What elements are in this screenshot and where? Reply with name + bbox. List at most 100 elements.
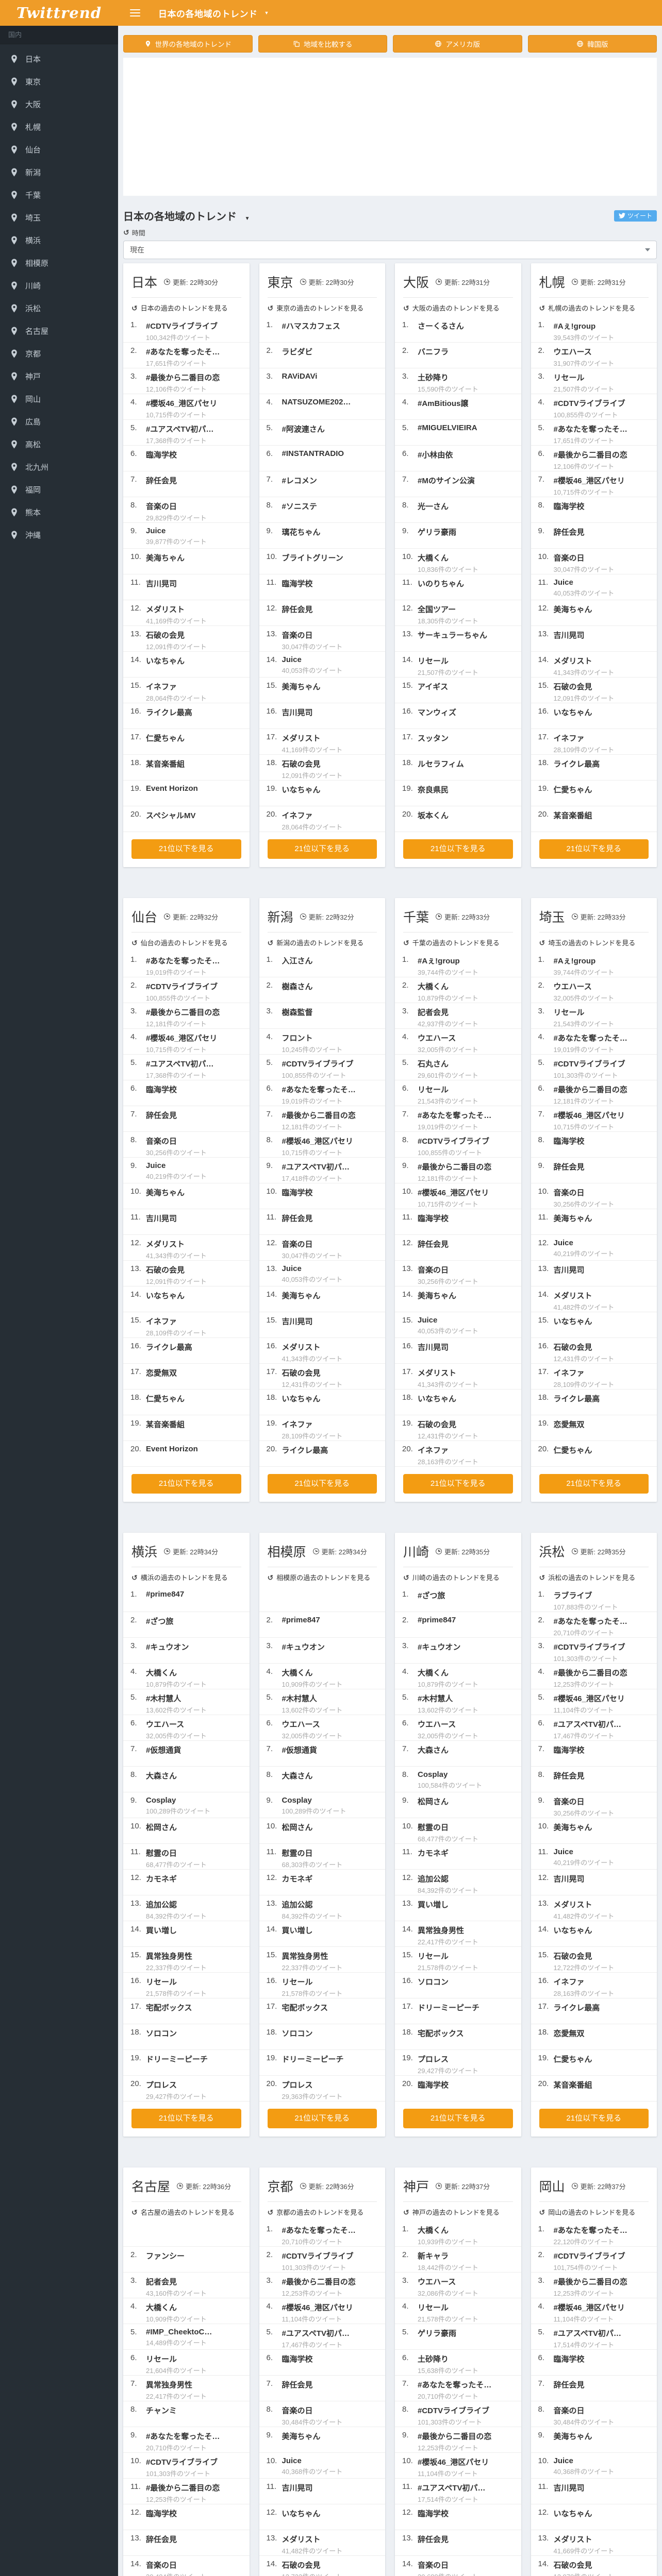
trend-link[interactable]: #最後から二番目の恋 bbox=[282, 2278, 356, 2286]
trend-link[interactable]: #CDTVライブライブ bbox=[282, 1060, 354, 1069]
trend-link[interactable]: 記者会見 bbox=[146, 2278, 177, 2286]
trend-link[interactable]: 樹森さん bbox=[282, 982, 313, 991]
trend-link[interactable]: #Aぇ!group bbox=[418, 957, 460, 965]
trend-link[interactable]: 大橋くん bbox=[146, 1669, 177, 1677]
trend-link[interactable]: 音楽の日 bbox=[553, 1189, 585, 1197]
trend-link[interactable]: ブライトグリーン bbox=[282, 554, 343, 563]
past-trends-link[interactable]: ↺ 日本の過去のトレンドを見る bbox=[123, 298, 250, 315]
trend-link[interactable]: イネファ bbox=[553, 1978, 585, 1987]
trend-link[interactable]: #CDTVライブライブ bbox=[146, 982, 218, 991]
trend-link[interactable]: リセール bbox=[146, 1978, 177, 1987]
trend-link[interactable]: 臨海学校 bbox=[146, 1086, 177, 1094]
trend-link[interactable]: #あなたを奪ったそ… bbox=[146, 2432, 220, 2441]
past-trends-link[interactable]: ↺ 相模原の過去のトレンドを見る bbox=[259, 1567, 386, 1584]
trend-link[interactable]: 美海ちゃん bbox=[282, 1292, 321, 1300]
trend-link[interactable]: 大橋くん bbox=[418, 554, 449, 563]
trend-link[interactable]: 美海ちゃん bbox=[553, 605, 592, 614]
trend-link[interactable]: 仁愛ちゃん bbox=[146, 734, 185, 743]
trend-link[interactable]: 辞任会見 bbox=[553, 528, 585, 537]
trend-link[interactable]: いのりちゃん bbox=[418, 580, 465, 588]
trend-link[interactable]: 辞任会見 bbox=[553, 2381, 585, 2389]
trend-link[interactable]: #ユアスペTV初パ… bbox=[282, 1163, 350, 1172]
trend-link[interactable]: 記者会見 bbox=[418, 1008, 449, 1017]
trend-link[interactable]: プロレス bbox=[146, 2081, 177, 2090]
trend-link[interactable]: リセール bbox=[553, 374, 585, 382]
trend-link[interactable]: ルセラフィム bbox=[418, 760, 464, 769]
trend-link[interactable]: 大橋くん bbox=[418, 982, 449, 991]
trend-link[interactable]: リセール bbox=[282, 1978, 313, 1987]
trend-link[interactable]: メダリスト bbox=[146, 1240, 185, 1249]
trend-link[interactable]: メダリスト bbox=[282, 2535, 321, 2544]
trend-link[interactable]: 追加公認 bbox=[146, 1901, 177, 1909]
trend-link[interactable]: 音楽の日 bbox=[146, 2561, 177, 2570]
trend-link[interactable]: 吉川晃司 bbox=[553, 1875, 585, 1884]
trend-link[interactable]: #櫻坂46_港区パセリ bbox=[282, 2303, 353, 2312]
sidebar-item-日本[interactable]: 日本 bbox=[0, 47, 118, 70]
trend-link[interactable]: Juice bbox=[553, 1848, 573, 1856]
trend-link[interactable]: アイギス bbox=[418, 683, 449, 691]
trend-link[interactable]: Event Horizon bbox=[146, 784, 198, 793]
trend-link[interactable]: #櫻坂46_港区パセリ bbox=[146, 1034, 218, 1043]
trend-link[interactable]: Cosplay bbox=[282, 1796, 312, 1805]
trend-link[interactable]: 吉川晃司 bbox=[282, 1317, 313, 1326]
sidebar-item-岡山[interactable]: 岡山 bbox=[0, 387, 118, 410]
trend-link[interactable]: #最後から二番目の恋 bbox=[553, 2278, 627, 2286]
trend-link[interactable]: 臨海学校 bbox=[282, 2355, 313, 2364]
trend-link[interactable]: #ユアスペTV初パ… bbox=[553, 2329, 621, 2338]
trend-link[interactable]: #prime847 bbox=[146, 1590, 185, 1599]
sidebar-item-大阪[interactable]: 大阪 bbox=[0, 93, 118, 115]
trend-link[interactable]: ライクレ最高 bbox=[282, 1446, 328, 1455]
trend-link[interactable]: ライクレ最高 bbox=[146, 1343, 192, 1352]
trend-link[interactable]: ライクレ最高 bbox=[553, 760, 600, 769]
trend-link[interactable]: イネファ bbox=[282, 811, 313, 820]
top-button[interactable]: 韓国版 bbox=[527, 35, 657, 53]
trend-link[interactable]: #ユアスペTV初パ… bbox=[146, 1060, 214, 1069]
trend-link[interactable]: いなちゃん bbox=[553, 1317, 592, 1326]
hamburger-menu-icon[interactable] bbox=[130, 7, 140, 19]
trend-link[interactable]: 恋愛無双 bbox=[553, 1420, 585, 1429]
trend-link[interactable]: ウエハース bbox=[553, 982, 592, 991]
trend-link[interactable]: #あなたを奪ったそ… bbox=[146, 957, 220, 965]
trend-link[interactable]: Juice bbox=[282, 2456, 302, 2465]
trend-link[interactable]: #CDTVライブライブ bbox=[553, 1060, 625, 1069]
trend-link[interactable]: 音楽の日 bbox=[553, 2406, 585, 2415]
trend-link[interactable]: #あなたを奪ったそ… bbox=[282, 1086, 356, 1094]
trend-link[interactable]: 辞任会見 bbox=[418, 1240, 449, 1249]
trend-link[interactable]: 石破の会見 bbox=[553, 683, 592, 691]
trend-link[interactable]: 石破の会見 bbox=[282, 1369, 321, 1378]
trend-link[interactable]: 辞任会見 bbox=[282, 605, 313, 614]
trend-link[interactable]: ドリーミーピーチ bbox=[282, 2055, 344, 2064]
see-below-21-button[interactable]: 21位以下を見る bbox=[267, 1474, 377, 1494]
top-button[interactable]: 世界の各地域のトレンド bbox=[123, 35, 253, 53]
trend-link[interactable]: 吉川晃司 bbox=[418, 1343, 449, 1352]
sidebar-item-広島[interactable]: 広島 bbox=[0, 410, 118, 433]
trend-link[interactable]: 土砂降り bbox=[418, 374, 449, 382]
past-trends-link[interactable]: ↺ 札幌の過去のトレンドを見る bbox=[531, 298, 657, 315]
trend-link[interactable]: 臨海学校 bbox=[418, 2081, 449, 2090]
see-below-21-button[interactable]: 21位以下を見る bbox=[131, 1474, 241, 1494]
trend-link[interactable]: バニフラ bbox=[418, 348, 449, 357]
trend-link[interactable]: #ユアスペTV初パ… bbox=[418, 2484, 486, 2493]
trend-link[interactable]: 某音楽番組 bbox=[146, 1420, 185, 1429]
trend-link[interactable]: #Aぇ!group bbox=[553, 322, 596, 331]
sidebar-item-名古屋[interactable]: 名古屋 bbox=[0, 319, 118, 342]
trend-link[interactable]: 買い増し bbox=[418, 1901, 449, 1909]
trend-link[interactable]: 石破の会見 bbox=[418, 1420, 457, 1429]
trend-link[interactable]: 美海ちゃん bbox=[146, 554, 185, 563]
trend-link[interactable]: 臨海学校 bbox=[146, 451, 177, 460]
trend-link[interactable]: #CDTVライブライブ bbox=[553, 399, 625, 408]
trend-link[interactable]: 大橋くん bbox=[418, 1669, 449, 1677]
trend-link[interactable]: RAViDAVi bbox=[282, 372, 318, 381]
trend-link[interactable]: #櫻坂46_港区パセリ bbox=[553, 1694, 625, 1703]
trend-link[interactable]: 吉川晃司 bbox=[553, 1266, 585, 1275]
see-below-21-button[interactable]: 21位以下を見る bbox=[403, 2109, 513, 2128]
trend-link[interactable]: 新キャラ bbox=[418, 2252, 449, 2261]
trend-link[interactable]: 石破の会見 bbox=[282, 2561, 321, 2570]
trend-link[interactable]: ラビダビ bbox=[282, 348, 313, 357]
trend-link[interactable]: 石破の会見 bbox=[553, 1343, 592, 1352]
trend-link[interactable]: 臨海学校 bbox=[282, 1189, 313, 1197]
trend-link[interactable]: #MIGUELVIEIRA bbox=[418, 423, 477, 432]
trend-link[interactable]: #木村慧人 bbox=[146, 1694, 181, 1703]
trend-link[interactable]: #仮想通貨 bbox=[146, 1746, 181, 1755]
trend-link[interactable]: #ユアスペTV初パ… bbox=[282, 2329, 350, 2338]
